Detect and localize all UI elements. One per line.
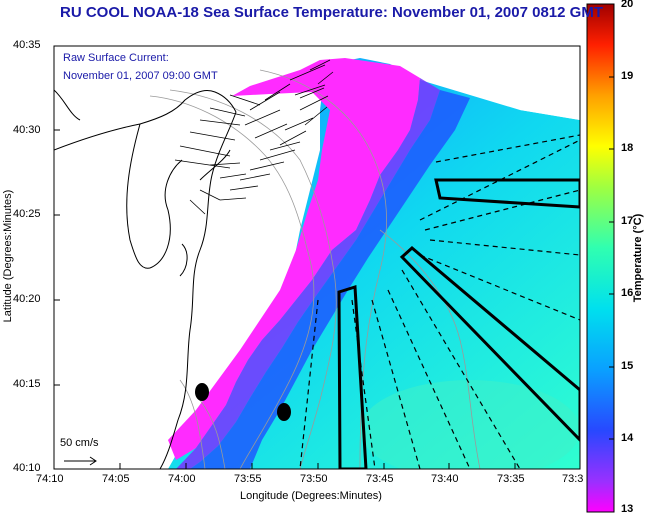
tick-marks: [53, 45, 581, 470]
colorbar-tick-label: 18: [621, 142, 634, 154]
x-tick-label: 73:3: [562, 473, 584, 485]
cold-coastal-water: [168, 58, 420, 460]
map-panel: [54, 46, 580, 469]
warm-offshore-band: [190, 90, 470, 469]
colorbar-title: Temperature (°C): [632, 213, 644, 303]
scale-label: 50 cm/s: [60, 437, 99, 449]
x-tick-label: 74:05: [102, 473, 130, 485]
x-tick-label: 73:45: [366, 473, 394, 485]
y-tick-label: 40:15: [13, 378, 41, 390]
transition-band: [176, 78, 440, 469]
x-tick-label: 73:40: [431, 473, 459, 485]
colorbar-ticks: [609, 3, 614, 513]
x-tick-label: 73:55: [234, 473, 262, 485]
scale-arrow-icon: [64, 456, 97, 466]
current-time: November 01, 2007 09:00 GMT: [63, 70, 218, 82]
glider-transect-rays: [299, 134, 580, 469]
y-tick-label: 40:35: [13, 39, 41, 51]
y-tick-label: 40:30: [13, 124, 41, 136]
colorbar-tick-label: 13: [621, 503, 634, 515]
x-tick-label: 74:10: [36, 473, 64, 485]
colorbar-tick-label: 16: [621, 287, 634, 299]
bathymetry-contours: [149, 69, 481, 469]
colorbar-tick-label: 20: [621, 0, 634, 10]
x-tick-label: 73:35: [497, 473, 525, 485]
colorbar-tick-label: 17: [621, 215, 634, 227]
surface-current-vectors: [174, 59, 334, 215]
x-axis-title: Longitude (Degrees:Minutes): [240, 490, 382, 502]
y-tick-label: 40:10: [13, 462, 41, 474]
colorbar: [586, 3, 615, 513]
station-marker: [195, 383, 209, 401]
survey-box-outlines: [337, 178, 580, 469]
x-tick-label: 73:50: [300, 473, 328, 485]
coastline: [54, 89, 237, 469]
y-axis-title: Latitude (Degrees:Minutes): [2, 189, 14, 323]
x-tick-label: 74:00: [168, 473, 196, 485]
y-tick-label: 40:25: [13, 208, 41, 220]
y-tick-label: 40:20: [13, 293, 41, 305]
land-area: [54, 46, 580, 469]
colorbar-tick-label: 14: [621, 432, 634, 444]
colorbar-tick-label: 15: [621, 360, 634, 372]
map-frame: [53, 45, 581, 470]
figure-title: RU COOL NOAA-18 Sea Surface Temperature:…: [60, 4, 603, 21]
colorbar-tick-label: 19: [621, 70, 634, 82]
station-marker: [277, 403, 291, 421]
current-label: Raw Surface Current:: [63, 52, 169, 64]
